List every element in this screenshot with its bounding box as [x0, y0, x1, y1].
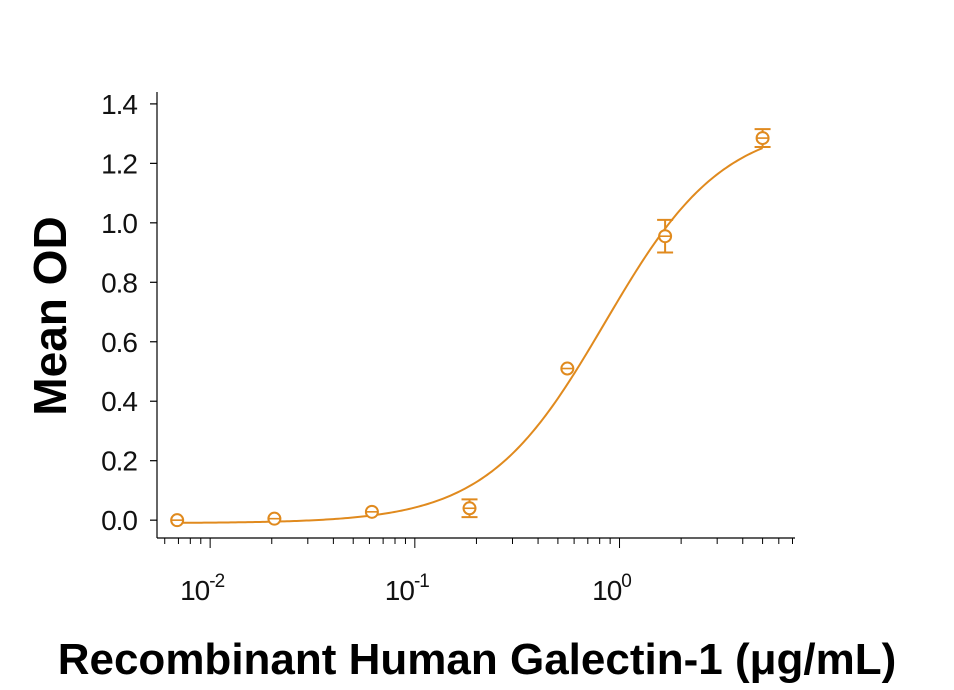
- y-tick-label: 0.2: [101, 446, 137, 477]
- data-point: [267, 511, 282, 526]
- x-tick-label: 100: [592, 571, 631, 606]
- y-tick-label: 0.4: [101, 386, 137, 417]
- y-tick-labels: 0.0 0.2 0.4 0.6 0.8 1.0 1.2 1.4: [101, 89, 138, 536]
- data-point: [461, 498, 478, 519]
- data-point: [560, 361, 575, 376]
- fit-curve-group: [177, 147, 763, 524]
- tick-marks: [150, 103, 793, 548]
- y-tick-label: 0.6: [101, 327, 137, 358]
- x-tick-label: 10-2: [180, 571, 224, 606]
- data-point: [657, 218, 674, 254]
- x-tick-label: 10-1: [385, 571, 429, 606]
- y-tick-label: 1.4: [101, 89, 137, 120]
- data-point: [754, 128, 771, 149]
- y-axis-title: Mean OD: [24, 216, 76, 415]
- data-points: [170, 128, 771, 528]
- data-point: [364, 504, 379, 519]
- y-tick-label: 0.0: [101, 505, 137, 536]
- data-point: [170, 513, 185, 528]
- y-tick-label: 0.8: [101, 267, 137, 298]
- y-tick-label: 1.0: [101, 208, 137, 239]
- axes: [156, 92, 795, 539]
- fit-curve: [177, 147, 763, 524]
- x-tick-labels: 10-2 10-1 100: [180, 571, 632, 606]
- y-tick-label: 1.2: [101, 148, 137, 179]
- x-axis-title: Recombinant Human Galectin-1 (μg/mL): [58, 635, 897, 684]
